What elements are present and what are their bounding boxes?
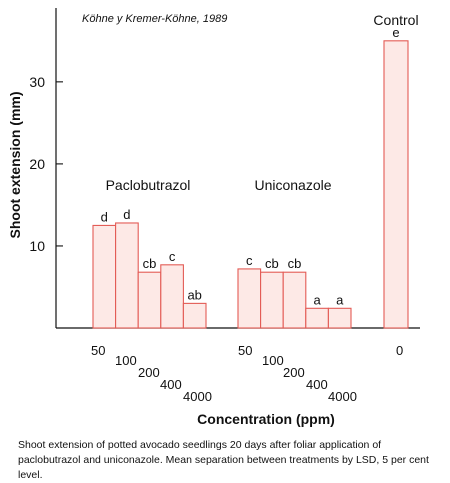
- x-category-label: 400: [160, 377, 182, 392]
- bar-significance-label: d: [123, 207, 130, 222]
- group-label: Paclobutrazol: [106, 177, 191, 193]
- bar: [160, 264, 184, 329]
- x-category-label: 50: [91, 343, 105, 358]
- x-category-label: 50: [238, 343, 252, 358]
- bar-significance-label: cb: [288, 256, 302, 271]
- y-tick-label: 20: [29, 156, 45, 172]
- x-axis-label: Concentration (ppm): [197, 411, 335, 427]
- chart-text: 10 20 30 Shoot extension (mm) Concentration …: [7, 12, 419, 427]
- bar: [92, 224, 117, 329]
- x-category-label: 400: [306, 377, 328, 392]
- source-note: Köhne y Kremer-Köhne, 1989: [82, 13, 227, 25]
- bars: [92, 40, 409, 329]
- x-category-label: 4000: [328, 389, 357, 404]
- figure-caption: Shoot extension of potted avocado seedli…: [18, 439, 429, 481]
- bar: [182, 302, 207, 329]
- x-category-label: 100: [262, 353, 284, 368]
- x-category-label: 200: [283, 365, 305, 380]
- bar-significance-label: ab: [187, 287, 201, 302]
- bar: [327, 307, 352, 329]
- bar-significance-label: cb: [143, 256, 157, 271]
- bar: [237, 268, 262, 329]
- bar: [260, 271, 284, 329]
- bar: [282, 271, 307, 329]
- group-label: Uniconazole: [254, 177, 331, 193]
- bar-significance-label: a: [313, 292, 321, 307]
- bar: [137, 271, 162, 329]
- y-axis-label: Shoot extension (mm): [7, 91, 23, 238]
- bar-significance-label: c: [246, 253, 253, 268]
- y-tick-label: 30: [29, 74, 45, 90]
- x-category-label: 100: [115, 353, 137, 368]
- shoot-extension-chart: 10 20 30 Shoot extension (mm) Concentration …: [7, 8, 420, 427]
- bar-significance-label: cb: [265, 256, 279, 271]
- bar: [115, 222, 139, 329]
- x-category-label: 200: [138, 365, 160, 380]
- bar-significance-label: d: [101, 209, 108, 224]
- y-tick-label: 10: [29, 238, 45, 254]
- x-category-label: 4000: [183, 389, 212, 404]
- bar: [383, 40, 409, 329]
- bar-significance-label: c: [169, 249, 176, 264]
- group-label: Control: [373, 12, 418, 28]
- bar-significance-label: e: [392, 25, 399, 40]
- bar: [305, 307, 329, 329]
- bar-significance-label: a: [336, 292, 344, 307]
- x-category-label: 0: [396, 343, 403, 358]
